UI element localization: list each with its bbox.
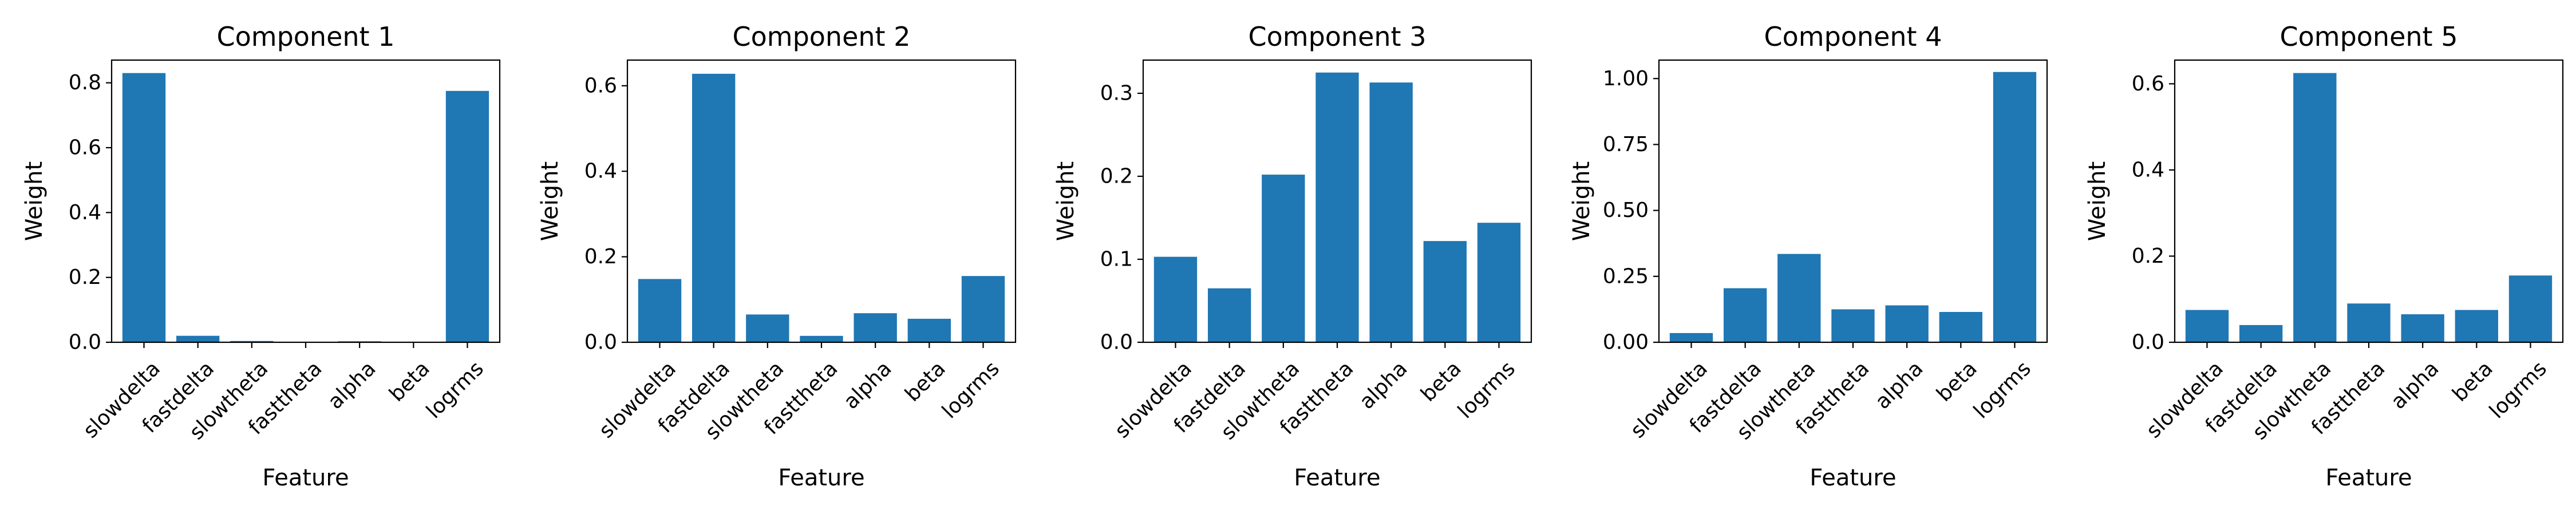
bar-slowtheta [1777,254,1821,342]
bar-alpha [854,313,897,342]
x-tick-label-beta: beta [1416,357,1465,406]
x-axis-label: Feature [1809,465,1896,491]
y-tick-label: 0.00 [1603,331,1649,354]
bar-slowdelta [2185,310,2229,342]
y-tick-label: 0.50 [1603,199,1649,222]
x-tick-label-beta: beta [900,357,950,406]
chart-panel-1: 0.00.20.40.60.8slowdeltafastdeltaslowthe… [21,21,501,491]
bar-logrms [1477,223,1521,342]
y-tick-label: 0.0 [584,331,617,354]
x-tick-label-logrms: logrms [938,357,1004,423]
y-tick-label: 0.75 [1603,133,1649,156]
bar-logrms [1993,72,2037,342]
x-tick-label-alpha: alpha [1355,357,1412,414]
chart-title: Component 5 [2280,21,2458,52]
bar-fasttheta [1315,72,1359,342]
chart-panel-5: 0.00.20.40.6slowdeltafastdeltaslowthetaf… [2084,21,2564,491]
axes-frame [2174,59,2564,343]
x-tick-label-logrms: logrms [422,357,488,423]
bar-slowtheta [1262,175,1305,342]
x-tick-label-logrms: logrms [1969,357,2036,423]
bar-fasttheta [1831,309,1875,342]
chart-title: Component 1 [217,21,395,52]
bar-fastdelta [1724,288,1767,342]
y-tick-label: 0.6 [69,136,101,160]
y-tick-label: 0.2 [1100,165,1133,188]
bar-fasttheta [800,335,843,342]
x-tick-label-beta: beta [1932,357,1981,406]
chart-panel-4: 0.000.250.500.751.00slowdeltafastdeltasl… [1568,21,2048,491]
bar-fasttheta [2347,303,2391,342]
bar-beta [1423,241,1467,342]
y-axis-label: Weight [2084,161,2111,241]
y-tick-label: 0.1 [1100,248,1133,271]
bar-slowdelta [122,73,166,343]
bar-logrms [2508,275,2553,342]
axes-frame [110,59,501,343]
bar-slowtheta [2293,73,2337,343]
x-axis-label: Feature [1294,465,1380,491]
x-tick-label-beta: beta [385,357,434,406]
y-tick-label: 0.6 [2132,72,2164,96]
y-tick-label: 0.2 [2132,244,2164,268]
bar-slowdelta [1669,333,1713,342]
bar-fastdelta [1208,288,1251,342]
y-tick-label: 0.2 [69,266,101,289]
chart-panel-3: 0.00.10.20.3slowdeltafastdeltaslowthetaf… [1053,21,1532,491]
y-tick-label: 0.6 [584,74,617,97]
bar-alpha [1369,82,1413,342]
bar-logrms [445,90,489,343]
y-axis-label: Weight [537,161,563,241]
y-tick-label: 0.2 [584,245,617,268]
x-tick-label-alpha: alpha [1871,357,1928,414]
x-tick-label-alpha: alpha [323,357,381,414]
y-tick-label: 0.3 [1100,82,1133,105]
bar-slowdelta [1153,256,1198,342]
y-axis-label: Weight [1053,161,1079,241]
x-tick-label-alpha: alpha [2387,357,2444,414]
bar-slowdelta [638,279,682,342]
x-axis-label: Feature [262,465,349,491]
x-axis-label: Feature [2325,465,2412,491]
bar-beta [2455,310,2498,342]
bar-logrms [961,276,1005,342]
y-tick-label: 0.4 [584,160,617,183]
chart-title: Component 2 [733,21,911,52]
bar-fastdelta [2239,325,2283,342]
y-tick-label: 0.0 [2132,331,2164,354]
x-tick-label-alpha: alpha [839,357,896,414]
axes-frame [626,59,1017,343]
x-tick-label-logrms: logrms [2485,357,2551,423]
x-tick-label-logrms: logrms [1453,357,1520,423]
bar-alpha [2401,314,2444,342]
chart-title: Component 3 [1249,21,1427,52]
y-axis-label: Weight [21,161,48,241]
y-tick-label: 1.00 [1603,67,1649,90]
y-tick-label: 0.25 [1603,264,1649,288]
x-axis-label: Feature [778,465,864,491]
bar-beta [1939,312,1982,342]
axes-frame [1658,59,2048,343]
y-tick-label: 0.8 [69,71,101,94]
bar-beta [907,318,951,342]
y-tick-label: 0.0 [1100,331,1133,354]
bar-slowtheta [230,341,274,342]
x-tick-label-beta: beta [2448,357,2497,406]
y-tick-label: 0.4 [69,201,101,224]
bar-fastdelta [176,335,220,342]
y-tick-label: 0.0 [69,331,101,354]
bar-alpha [1885,305,1929,342]
y-axis-label: Weight [1568,161,1595,241]
chart-panel-2: 0.00.20.40.6slowdeltafastdeltaslowthetaf… [537,21,1017,491]
y-tick-label: 0.4 [2132,158,2164,181]
bar-slowtheta [746,314,789,342]
bar-fastdelta [692,73,736,343]
chart-title: Component 4 [1764,21,1942,52]
